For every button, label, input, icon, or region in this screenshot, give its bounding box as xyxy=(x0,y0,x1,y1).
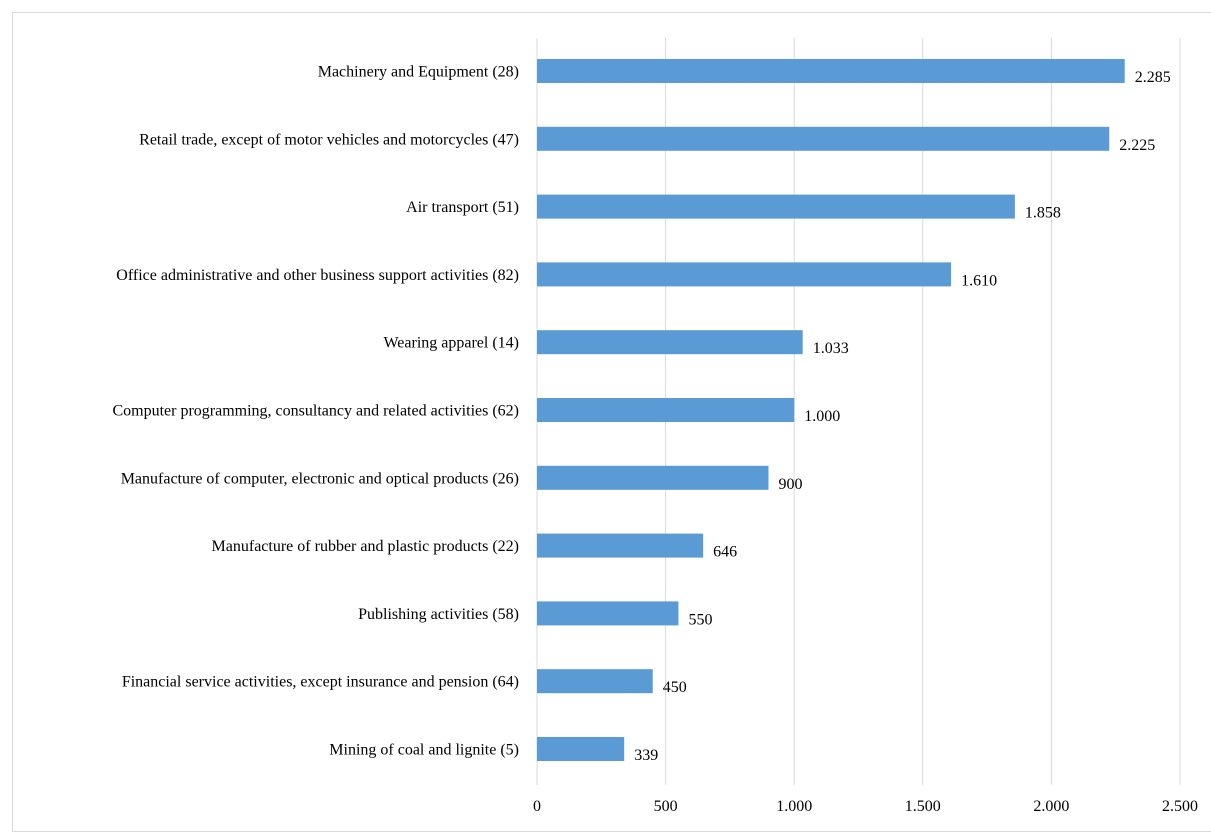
bar-9 xyxy=(537,669,653,694)
category-label-3: Office administrative and other business… xyxy=(116,267,519,284)
value-label-5: 1.000 xyxy=(804,408,840,425)
category-label-6: Manufacture of computer, electronic and … xyxy=(121,470,519,487)
category-label-0: Machinery and Equipment (28) xyxy=(318,64,519,81)
value-label-3: 1.610 xyxy=(961,272,997,289)
x-tick-label-3: 1.500 xyxy=(905,798,941,815)
category-label-10: Mining of coal and lignite (5) xyxy=(329,742,519,759)
bar-8 xyxy=(537,601,679,626)
bar-1 xyxy=(537,126,1110,151)
x-tick-label-5: 2.500 xyxy=(1162,798,1198,815)
category-label-5: Computer programming, consultancy and re… xyxy=(112,403,519,420)
bar-4 xyxy=(537,330,803,355)
bar-0 xyxy=(537,59,1125,83)
category-label-7: Manufacture of rubber and plastic produc… xyxy=(212,538,519,555)
x-tick-label-0: 0 xyxy=(533,798,541,815)
category-label-1: Retail trade, except of motor vehicles a… xyxy=(139,131,519,148)
value-label-7: 646 xyxy=(713,544,737,561)
value-label-10: 339 xyxy=(634,747,658,764)
category-label-9: Financial service activities, except ins… xyxy=(122,674,519,691)
bar-2 xyxy=(537,194,1015,219)
x-axis-tick-labels: 0 500 1.000 1.500 2.000 2.500 xyxy=(533,798,1198,815)
category-label-8: Publishing activities (58) xyxy=(358,606,519,623)
category-label-4: Wearing apparel (14) xyxy=(383,335,519,352)
x-tick-label-1: 500 xyxy=(654,798,678,815)
value-label-1: 2.225 xyxy=(1119,137,1155,154)
bars xyxy=(537,59,1125,761)
bar-10 xyxy=(537,737,625,761)
bar-3 xyxy=(537,262,952,287)
value-label-4: 1.033 xyxy=(813,340,849,357)
value-label-8: 550 xyxy=(688,611,712,628)
value-label-6: 900 xyxy=(778,476,802,493)
bar-5 xyxy=(537,398,795,422)
bar-7 xyxy=(537,533,704,558)
x-tick-label-4: 2.000 xyxy=(1033,798,1069,815)
value-label-0: 2.285 xyxy=(1135,69,1171,86)
value-label-9: 450 xyxy=(663,679,687,696)
category-label-2: Air transport (51) xyxy=(406,199,519,216)
value-labels: 2.285 2.225 1.858 1.610 1.033 1.000 900 646 550 4… xyxy=(634,69,1171,764)
bar-6 xyxy=(537,465,769,490)
x-tick-label-2: 1.000 xyxy=(776,798,812,815)
category-labels: Machinery and Equipment (28) Retail trade… xyxy=(112,64,519,759)
value-label-2: 1.858 xyxy=(1025,205,1061,222)
